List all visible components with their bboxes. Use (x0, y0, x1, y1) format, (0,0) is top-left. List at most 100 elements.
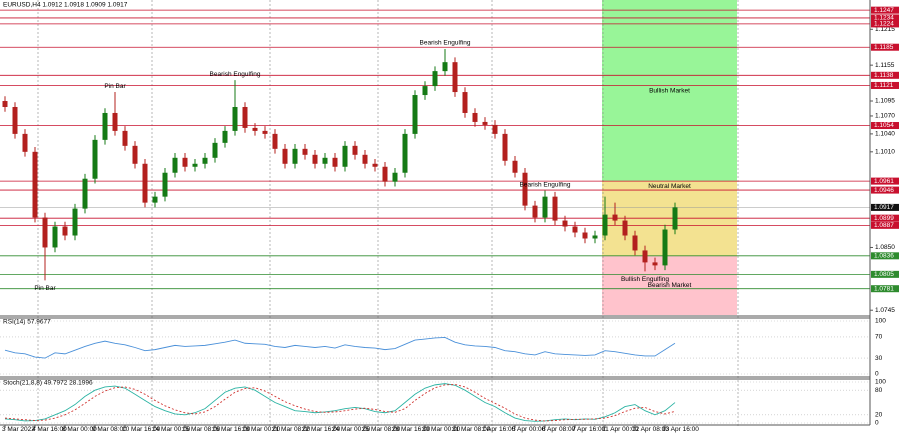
x-tick-label: 28 Mar 16:00 (392, 426, 431, 433)
candle-body (232, 106, 238, 131)
candle-body (182, 157, 188, 167)
zone-label: Bearish Market (648, 282, 692, 289)
candle-body (582, 232, 588, 239)
x-tick-label: 3 Mar 2022 (2, 426, 35, 433)
zone-label: Neutral Market (648, 183, 691, 190)
y-tick-label: 1.0850 (875, 244, 895, 251)
current-price-box (871, 203, 899, 211)
candle-body (632, 235, 638, 251)
y-tick-label: 1.1155 (875, 62, 895, 69)
candle-body (532, 205, 538, 218)
indicator-tick-label: 0 (875, 420, 879, 427)
x-tick-label: 24 Mar 00:00 (332, 426, 371, 433)
candle-body (252, 127, 258, 131)
y-tick-label: 1.1095 (875, 98, 895, 105)
candle-body (572, 226, 578, 233)
x-tick-label: 8 Mar 00:00 (62, 426, 97, 433)
candle-body (482, 121, 488, 125)
level-label: 1.0781 (874, 285, 894, 292)
candle-body (282, 148, 288, 164)
level-label: 1.0887 (874, 222, 894, 229)
indicator-tick-label: 20 (875, 412, 883, 419)
candle-body (162, 172, 168, 197)
x-tick-label: 14 Mar 00:00 (152, 426, 191, 433)
candle-body (152, 196, 158, 203)
level-label-box (871, 20, 899, 28)
plot-layer: 1.0745 1.0850 1.1010 1.1040 1.1070 1.1095 1.11… (0, 6, 899, 433)
candle-body (212, 142, 218, 158)
candle-body (422, 86, 428, 96)
candle-body (272, 133, 278, 149)
candle-body (342, 145, 348, 167)
candle-body (602, 214, 608, 236)
x-tick-label: 25 Mar 08:00 (362, 426, 401, 433)
candle-body (662, 229, 668, 266)
candle-body (452, 62, 458, 93)
level-label: 1.0836 (874, 253, 894, 260)
level-label: 1.0899 (874, 215, 894, 222)
candle-body (292, 148, 298, 164)
candle-body (622, 220, 628, 236)
candle-body (12, 106, 18, 134)
x-tick-label: 30 Mar 00:00 (422, 426, 461, 433)
level-label-box (871, 285, 899, 293)
level-label-box (871, 270, 899, 278)
candle-body (382, 166, 388, 182)
candle-body (202, 157, 208, 164)
x-tick-label: 13 Apr 16:00 (662, 426, 699, 433)
candle-body (552, 196, 558, 221)
candle-body (462, 92, 468, 113)
pattern-annotation: Pin Bar (104, 83, 126, 90)
indicator-tick-label: 0 (875, 371, 879, 378)
chart-title: EURUSD,H4 1.0912 1.0918 1.0909 1.0917 (3, 2, 128, 9)
candle-body (492, 124, 498, 134)
level-label-box (871, 177, 899, 185)
zone-label: Bullish Market (649, 87, 690, 94)
x-tick-label: 11 Apr 00:00 (602, 426, 639, 433)
pattern-annotation: Bearish Engulfing (520, 181, 571, 188)
y-tick-label: 1.0745 (875, 307, 895, 314)
x-tick-label: 10 Mar 16:00 (122, 426, 161, 433)
candle-body (392, 172, 398, 182)
x-tick-label: 22 Mar 16:00 (302, 426, 341, 433)
indicator-line (4, 336, 676, 359)
level-label: 1.1121 (874, 82, 894, 89)
candle-body (332, 157, 338, 167)
x-tick-label: 12 Apr 08:00 (632, 426, 669, 433)
level-label-box (871, 71, 899, 79)
market-zone (602, 255, 737, 315)
level-label: 1.1138 (874, 72, 894, 79)
candle-body (522, 172, 528, 206)
x-tick-label: 31 Mar 08:00 (452, 426, 491, 433)
x-tick-label: 6 Apr 08:00 (542, 426, 576, 433)
candle-body (82, 178, 88, 209)
candle-body (172, 157, 178, 173)
level-label-box (871, 252, 899, 260)
candle-body (472, 112, 478, 122)
x-tick-label: 9 Mar 08:00 (92, 426, 127, 433)
candle-body (372, 163, 378, 167)
level-label-box (871, 43, 899, 51)
candle-body (22, 133, 28, 152)
pattern-annotation: Bearish Engulfing (420, 40, 471, 47)
candle-body (502, 133, 508, 161)
pattern-annotation: Pin Bar (34, 285, 56, 292)
pattern-annotation: Bullish Engulfing (621, 276, 669, 283)
candle-body (652, 262, 658, 266)
candle-body (262, 130, 268, 134)
x-tick-label: 15 Mar 08:00 (182, 426, 221, 433)
candle-body (562, 220, 568, 227)
level-label-box (871, 14, 899, 22)
market-zone (602, 0, 737, 182)
x-tick-label: 5 Apr 00:00 (512, 426, 546, 433)
candle-body (642, 250, 648, 263)
candle-body (242, 106, 248, 128)
candle-body (402, 133, 408, 173)
indicator-title: RSI(14) 57.9677 (3, 319, 51, 326)
level-label-box (871, 81, 899, 89)
indicator-line (4, 383, 676, 422)
candle-body (52, 226, 58, 248)
